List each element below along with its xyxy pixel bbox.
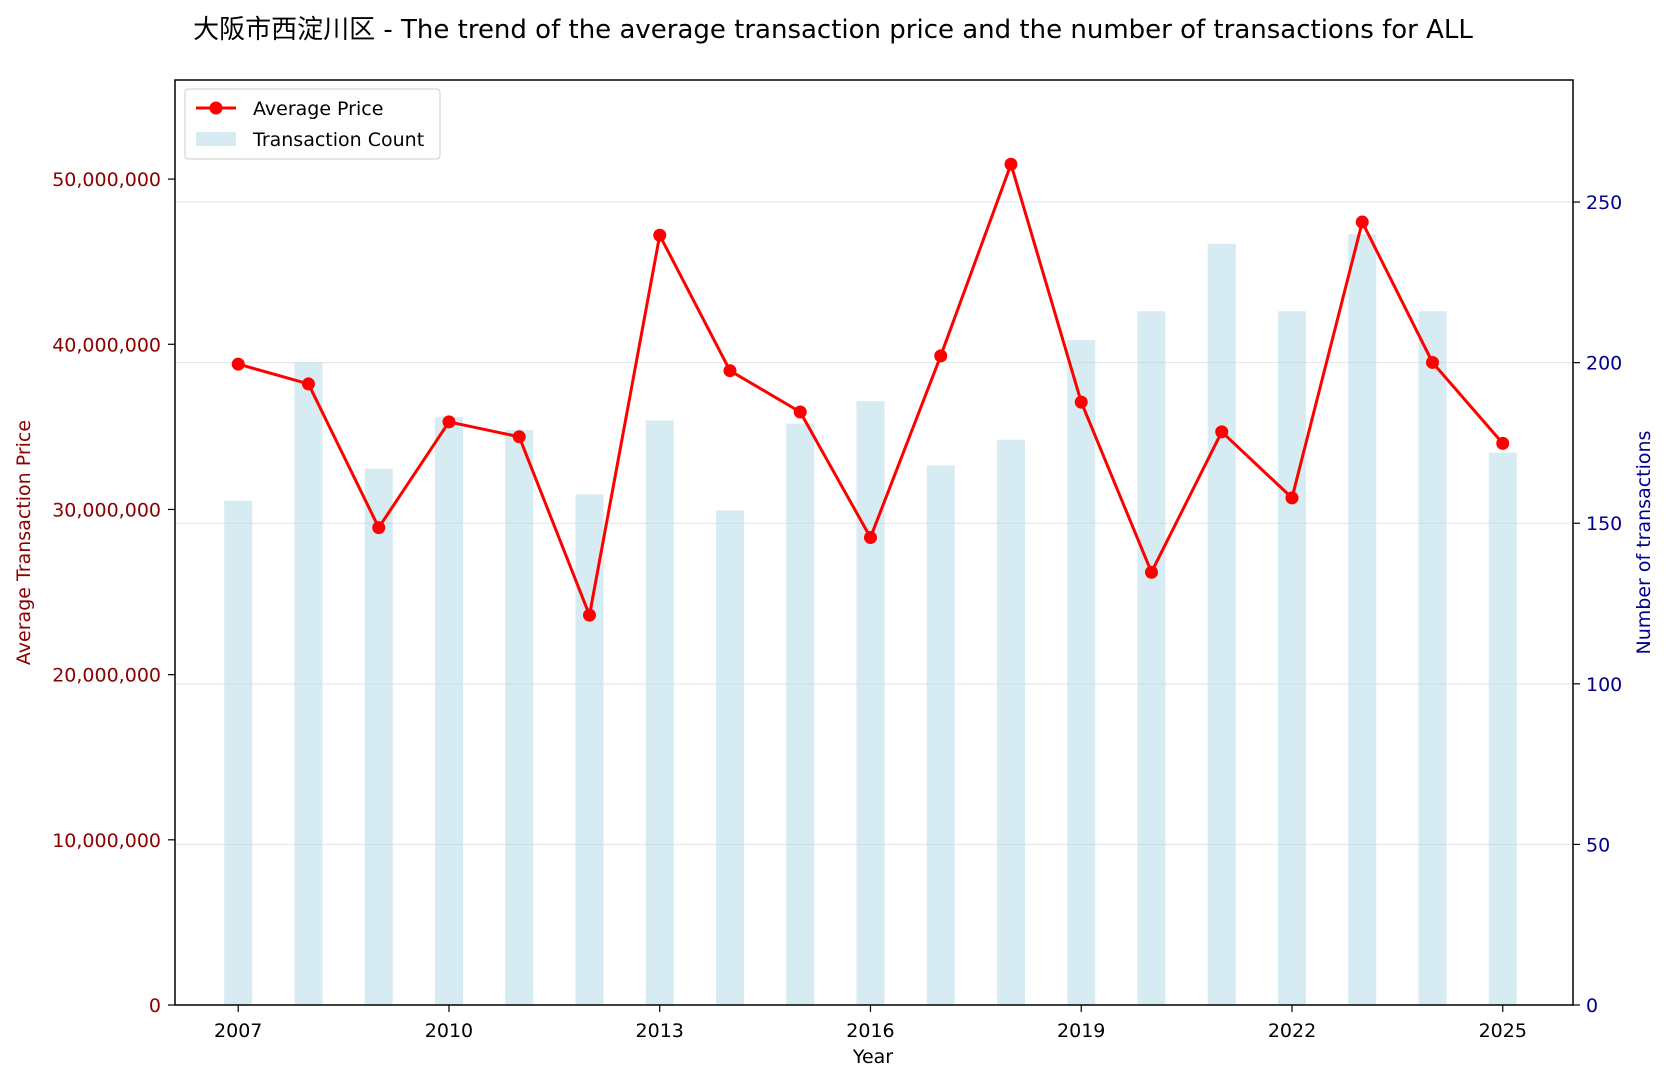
y-axis-right: 0 50 100 150 200 250	[1573, 192, 1622, 1017]
chart-title: 大阪市西淀川区 - The trend of the average trans…	[193, 15, 1473, 45]
point-average-price	[442, 415, 456, 429]
point-average-price	[1215, 425, 1229, 439]
point-average-price	[1285, 491, 1299, 505]
x-axis: 2007 2010 2013 2016 2019 2022 2025	[214, 1005, 1527, 1042]
point-average-price	[1144, 565, 1158, 579]
y-right-tick-label: 100	[1586, 674, 1622, 696]
point-average-price	[653, 228, 667, 242]
bar-transaction-count	[645, 420, 674, 1005]
bar-transaction-count	[364, 468, 393, 1005]
point-average-price	[582, 608, 596, 622]
point-average-price	[1496, 436, 1510, 450]
point-average-price	[231, 357, 245, 371]
point-average-price	[793, 405, 807, 419]
y-left-tick-label: 10,000,000	[52, 830, 161, 852]
y-right-tick-label: 0	[1586, 995, 1598, 1017]
point-average-price	[1074, 395, 1088, 409]
y-left-tick-label: 50,000,000	[52, 169, 161, 191]
bar-transaction-count	[996, 439, 1025, 1005]
x-tick-label: 2025	[1479, 1020, 1527, 1042]
y-left-tick-label: 20,000,000	[52, 665, 161, 687]
y-axis-left: 0 10,000,000 20,000,000 30,000,000 40,000,00…	[52, 169, 175, 1017]
point-average-price	[723, 364, 737, 378]
bar-transaction-count	[1277, 311, 1306, 1005]
bar-transaction-count	[715, 510, 744, 1005]
plot-frame	[174, 79, 1574, 1006]
point-average-price	[863, 531, 877, 545]
y-left-tick-label: 30,000,000	[52, 499, 161, 521]
bar-transaction-count	[505, 430, 534, 1005]
y-right-tick-label: 250	[1586, 192, 1622, 214]
bar-transaction-count	[856, 401, 885, 1005]
x-tick-label: 2007	[214, 1020, 262, 1042]
x-tick-label: 2016	[846, 1020, 894, 1042]
bar-transaction-count	[1348, 234, 1377, 1005]
y-left-tick-label: 40,000,000	[52, 334, 161, 356]
y-right-tick-label: 50	[1586, 834, 1610, 856]
x-tick-label: 2010	[425, 1020, 473, 1042]
bar-transaction-count	[1418, 311, 1447, 1005]
x-tick-label: 2022	[1268, 1020, 1316, 1042]
bar-transaction-count	[1067, 340, 1096, 1005]
y-axis-right-label: Number of transactions	[1633, 431, 1655, 655]
point-average-price	[512, 430, 526, 444]
y-right-tick-label: 200	[1586, 353, 1622, 375]
bar-transaction-count	[294, 362, 323, 1005]
bar-transaction-count	[1207, 243, 1236, 1006]
x-tick-label: 2013	[636, 1020, 684, 1042]
y-axis-left-label: Average Transaction Price	[13, 420, 35, 665]
point-average-price	[1425, 355, 1439, 369]
y-left-tick-label: 0	[149, 995, 161, 1017]
point-average-price	[1355, 215, 1369, 229]
point-average-price	[934, 349, 948, 363]
y-right-tick-label: 150	[1586, 513, 1622, 535]
legend-line-marker	[209, 101, 223, 115]
legend-bar-swatch	[196, 132, 236, 146]
point-average-price	[301, 377, 315, 391]
legend-label-transaction-count: Transaction Count	[252, 129, 424, 151]
bar-transaction-count	[434, 417, 463, 1005]
bar-transaction-count	[786, 423, 815, 1005]
bar-transaction-count	[1137, 311, 1166, 1005]
point-average-price	[1004, 157, 1018, 171]
legend: Average Price Transaction Count	[184, 88, 441, 160]
x-axis-label: Year	[852, 1046, 893, 1068]
bar-transaction-count	[1488, 452, 1517, 1005]
bar-layer	[224, 234, 1517, 1006]
bar-transaction-count	[926, 465, 955, 1006]
legend-box	[184, 88, 441, 160]
point-average-price	[372, 521, 386, 535]
x-tick-label: 2019	[1057, 1020, 1105, 1042]
line-layer	[231, 157, 1510, 622]
bar-transaction-count	[575, 494, 604, 1005]
bar-transaction-count	[224, 500, 253, 1005]
legend-label-average-price: Average Price	[253, 98, 383, 120]
